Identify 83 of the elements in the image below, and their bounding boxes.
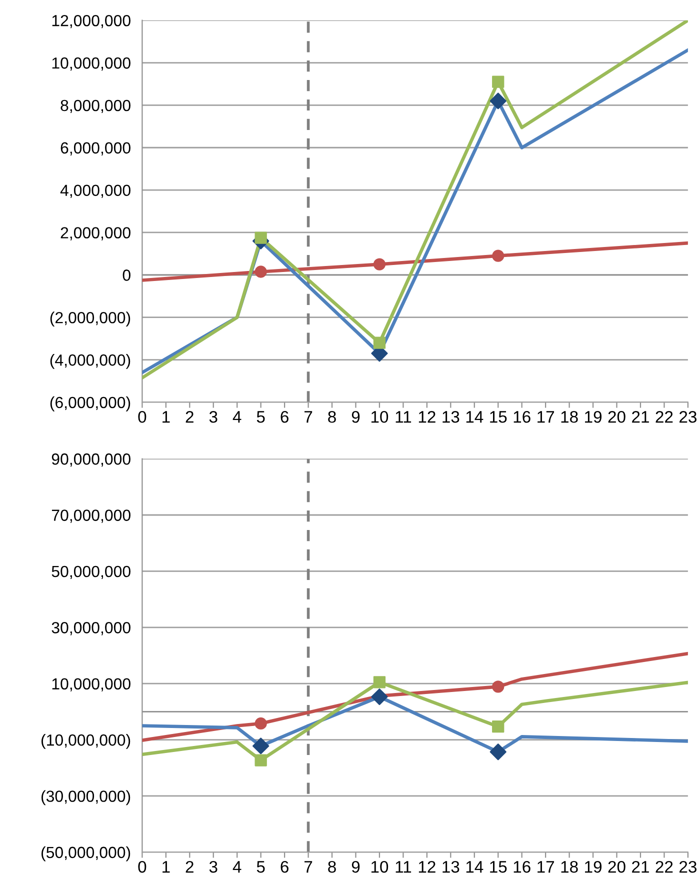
y-tick-label: (2,000,000) [50, 312, 130, 326]
x-tick-label: 11 [396, 861, 412, 873]
x-tick-label: 19 [585, 860, 602, 873]
x-tick-label: 2 [186, 860, 194, 873]
x-tick-label: 1 [162, 411, 170, 423]
y-tick-label: (6,000,000) [50, 396, 130, 412]
point [373, 336, 386, 349]
y-tick-label: 12,000,000 [52, 14, 130, 28]
x-tick-label: 21 [632, 410, 649, 423]
x-tick-label: 10 [371, 410, 388, 423]
x-tick-label: 20 [608, 410, 626, 423]
point [252, 738, 270, 754]
x-tick-label: 9 [352, 860, 360, 873]
y-tick-label: 10,000,000 [52, 678, 130, 692]
x-tick-label: 4 [232, 411, 242, 423]
x-tick-label: 11 [396, 411, 412, 423]
y-tick-label: 8,000,000 [60, 100, 130, 114]
y-tick-label: 50,000,000 [52, 566, 130, 580]
point [490, 744, 506, 760]
y-tick-label: (50,000,000) [42, 846, 130, 862]
y-tick-label: 6,000,000 [60, 142, 130, 156]
x-tick-label: 20 [608, 860, 626, 873]
x-tick-label: 1 [162, 861, 170, 873]
point [492, 250, 504, 262]
x-tick-label: 2 [186, 410, 194, 423]
x-tick-label: 6 [280, 860, 288, 873]
point [254, 232, 267, 244]
x-tick-label: 9 [352, 410, 360, 423]
x-tick-label: 21 [632, 860, 649, 873]
x-tick-label: 18 [561, 410, 578, 423]
x-tick-label: 14 [466, 861, 484, 873]
y-tick-label: (4,000,000) [50, 354, 130, 369]
x-tick-label: 7 [304, 411, 312, 423]
x-tick-label: 16 [514, 860, 530, 873]
x-tick-label: 4 [232, 861, 242, 873]
x-tick-label: 5 [256, 411, 265, 423]
x-tick-label: 19 [585, 410, 602, 423]
line-series [142, 652, 688, 742]
y-tick-label: 0 [122, 270, 130, 281]
x-tick-label: 3 [209, 860, 218, 873]
point [490, 92, 506, 110]
y-tick-label: 30,000,000 [52, 622, 130, 636]
x-tick-label: 17 [538, 411, 554, 423]
x-tick-label: 10 [371, 860, 388, 873]
x-tick-label: 3 [209, 410, 218, 423]
point [254, 266, 267, 278]
y-tick-label: 4,000,000 [60, 184, 130, 198]
y-tick-label: 2,000,000 [60, 227, 130, 240]
x-tick-label: 22 [656, 860, 673, 873]
x-tick-label: 12 [418, 410, 436, 423]
y-tick-label: (10,000,000) [42, 734, 130, 749]
x-tick-label: 18 [561, 860, 578, 873]
x-tick-label: 0 [138, 410, 146, 423]
x-tick-label: 7 [304, 861, 312, 873]
x-tick-label: 14 [466, 411, 484, 423]
x-tick-label: 6 [280, 410, 288, 423]
point [254, 717, 267, 730]
y-tick-label: 90,000,000 [52, 453, 130, 467]
x-tick-label: 8 [328, 860, 336, 873]
y-tick-label: 10,000,000 [52, 57, 130, 71]
x-tick-label: 8 [328, 410, 336, 423]
y-tick-label: 70,000,000 [52, 510, 130, 523]
x-tick-label: 17 [538, 861, 554, 873]
x-tick-label: 23 [680, 860, 696, 873]
x-tick-label: 23 [680, 410, 696, 423]
x-tick-label: 5 [256, 861, 265, 873]
line-series [142, 241, 688, 282]
x-tick-label: 0 [138, 860, 146, 873]
x-tick-label: 15 [490, 861, 507, 873]
point [492, 720, 504, 733]
point [373, 258, 386, 270]
x-tick-label: 13 [442, 410, 460, 423]
point [492, 680, 504, 693]
y-tick-label: (30,000,000) [42, 790, 130, 806]
point [254, 754, 267, 766]
x-tick-label: 13 [442, 860, 460, 873]
point [371, 688, 388, 706]
x-tick-label: 16 [514, 410, 530, 423]
x-tick-label: 12 [418, 860, 436, 873]
point [373, 676, 386, 688]
point [492, 76, 504, 88]
x-tick-label: 15 [490, 411, 507, 423]
x-tick-label: 22 [656, 410, 673, 423]
